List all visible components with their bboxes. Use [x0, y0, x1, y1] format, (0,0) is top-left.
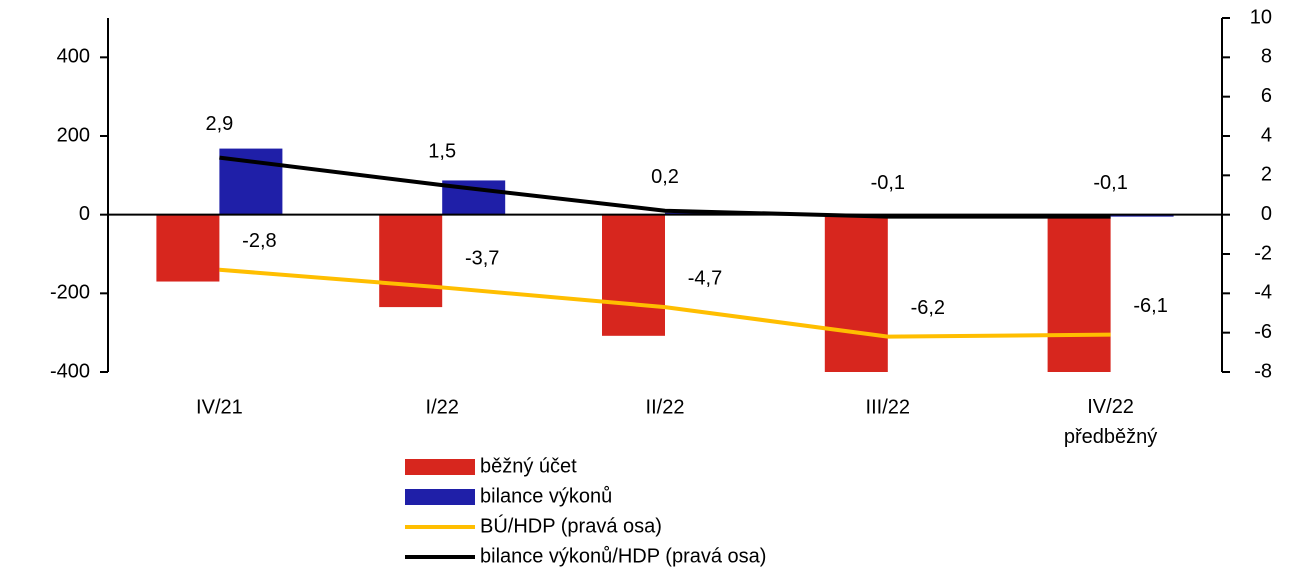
y-tick-label: 200	[57, 124, 90, 146]
legend-label: bilance výkonů	[480, 485, 612, 507]
y-tick-label: -200	[50, 282, 90, 304]
legend-swatch	[405, 459, 475, 475]
y2-tick-label: 6	[1261, 85, 1272, 107]
line	[219, 267, 1111, 339]
data-label: -2,8	[242, 230, 276, 252]
y2-tick-label: -6	[1254, 321, 1272, 343]
data-label: -0,1	[1093, 172, 1127, 194]
y2-tick-label: 8	[1261, 46, 1272, 68]
legend-swatch	[405, 489, 475, 505]
y2-tick-label: 10	[1250, 6, 1272, 28]
y2-tick-label: 4	[1261, 124, 1272, 146]
y-tick-label: 400	[57, 46, 90, 68]
bar	[156, 214, 220, 282]
data-label: -4,7	[688, 267, 722, 289]
data-label: -6,2	[911, 297, 945, 319]
x-tick-label: IV/21	[196, 396, 243, 418]
bar	[824, 214, 888, 372]
x-tick-label: II/22	[646, 396, 685, 418]
y2-tick-label: 0	[1261, 203, 1272, 225]
y-tick-label: -400	[50, 360, 90, 382]
line	[219, 155, 1111, 219]
legend-label: BÚ/HDP (pravá osa)	[480, 514, 662, 537]
y2-tick-label: -4	[1254, 282, 1272, 304]
y2-tick-label: 2	[1261, 164, 1272, 186]
y-tick-label: 0	[79, 203, 90, 225]
y2-tick-label: -8	[1254, 360, 1272, 382]
legend-label: bilance výkonů/HDP (pravá osa)	[480, 545, 766, 567]
x-tick-label: I/22	[426, 396, 459, 418]
data-label: 0,2	[651, 166, 679, 188]
x-tick-label: IV/22 předběžný	[1064, 396, 1157, 448]
data-label: -0,1	[871, 172, 905, 194]
bar	[1047, 214, 1111, 372]
data-label: 1,5	[428, 140, 456, 162]
data-label: 2,9	[205, 113, 233, 135]
bar	[602, 214, 665, 336]
y2-tick-label: -2	[1254, 242, 1272, 264]
legend-label: běžný účet	[480, 455, 577, 477]
data-label: -6,1	[1133, 295, 1167, 317]
x-tick-label: III/22	[866, 396, 910, 418]
data-label: -3,7	[465, 248, 499, 270]
bar	[379, 214, 443, 308]
